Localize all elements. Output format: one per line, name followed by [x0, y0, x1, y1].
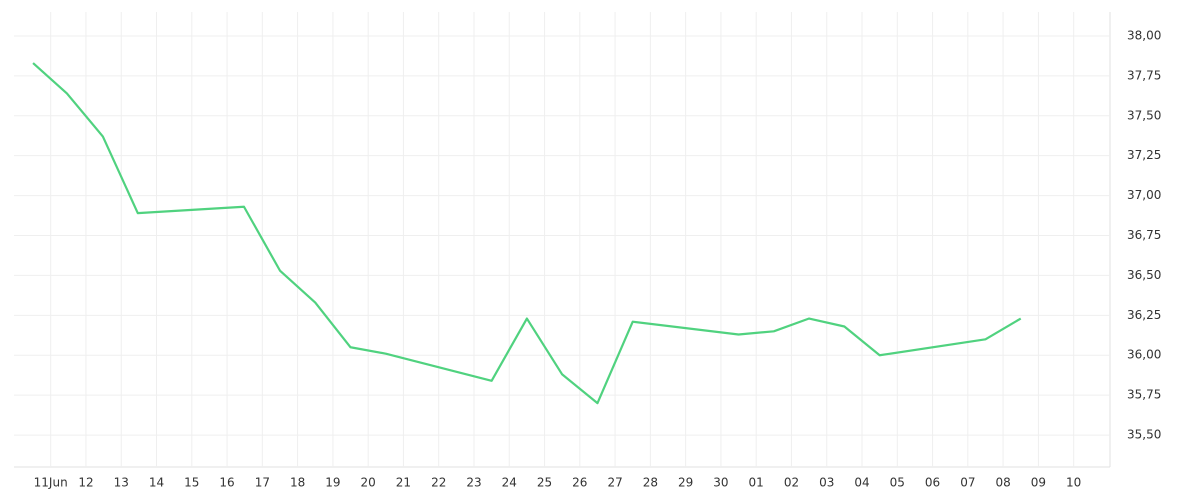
x-tick-label: 18 [290, 476, 305, 490]
y-tick-label: 37,25 [1127, 148, 1161, 162]
y-tick-label: 36,75 [1127, 228, 1161, 242]
x-tick-label: 25 [537, 476, 552, 490]
y-tick-label: 37,75 [1127, 68, 1161, 82]
y-tick-label: 36,00 [1127, 348, 1161, 362]
x-tick-label: 24 [502, 476, 517, 490]
x-tick-label: 02 [784, 476, 799, 490]
x-tick-label: 15 [184, 476, 199, 490]
x-tick-label: 26 [572, 476, 587, 490]
x-tick-label: 30 [713, 476, 728, 490]
x-tick-label: 23 [466, 476, 481, 490]
x-tick-label: 03 [819, 476, 834, 490]
y-tick-label: 36,50 [1127, 268, 1161, 282]
x-tick-label: 14 [149, 476, 164, 490]
x-tick-label: 28 [643, 476, 658, 490]
x-tick-label: 01 [749, 476, 764, 490]
x-tick-label: 27 [607, 476, 622, 490]
line [32, 62, 1022, 405]
y-tick-label: 35,75 [1127, 388, 1161, 402]
x-tick-label: 12 [78, 476, 93, 490]
y-tick-label: 37,50 [1127, 108, 1161, 122]
x-tick-label: 04 [854, 476, 869, 490]
x-tick-label: 07 [960, 476, 975, 490]
x-tick-label: 10 [1066, 476, 1081, 490]
x-tick-label: 19 [325, 476, 340, 490]
y-tick-label: 35,50 [1127, 428, 1161, 442]
x-tick-label: 13 [114, 476, 129, 490]
x-tick-label: 11Jun [34, 476, 68, 490]
x-tick-label: 20 [361, 476, 376, 490]
x-tick-label: 29 [678, 476, 693, 490]
y-tick-label: 38,00 [1127, 28, 1161, 42]
x-tick-label: 08 [995, 476, 1010, 490]
x-tick-label: 09 [1031, 476, 1046, 490]
y-tick-label: 37,00 [1127, 188, 1161, 202]
x-tick-label: 22 [431, 476, 446, 490]
x-tick-label: 05 [890, 476, 905, 490]
y-tick-label: 36,25 [1127, 308, 1161, 322]
x-tick-label: 21 [396, 476, 411, 490]
x-tick-label: 17 [255, 476, 270, 490]
x-tick-label: 06 [925, 476, 940, 490]
x-tick-label: 16 [219, 476, 234, 490]
